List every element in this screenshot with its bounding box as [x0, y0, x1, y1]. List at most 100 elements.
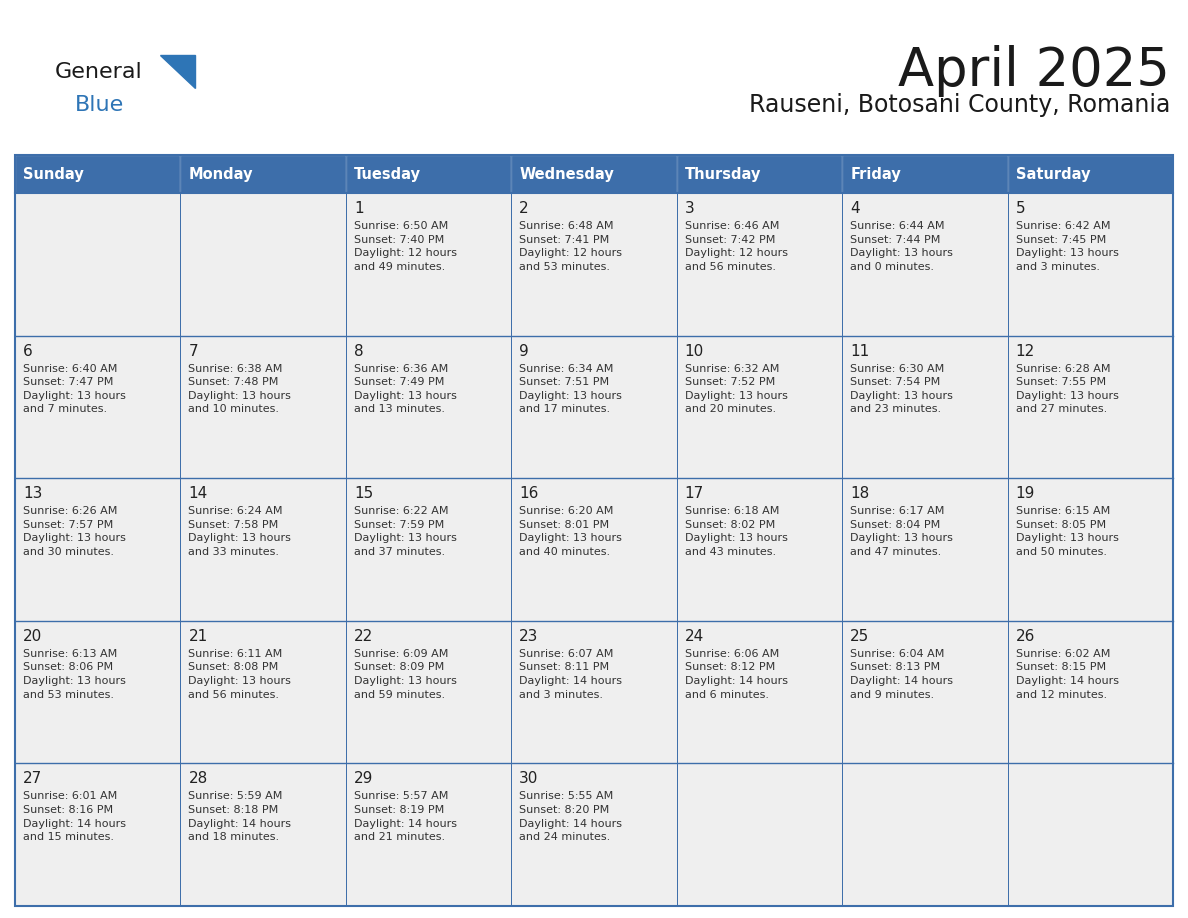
Text: 30: 30	[519, 771, 538, 787]
Text: 23: 23	[519, 629, 538, 644]
Bar	[181, 193, 346, 336]
Bar	[511, 764, 677, 906]
Bar	[15, 478, 181, 621]
Text: 3: 3	[684, 201, 695, 216]
Bar	[15, 155, 1173, 906]
Text: 21: 21	[189, 629, 208, 644]
Bar	[346, 478, 511, 621]
Text: 5: 5	[1016, 201, 1025, 216]
Text: Sunrise: 6:20 AM
Sunset: 8:01 PM
Daylight: 13 hours
and 40 minutes.: Sunrise: 6:20 AM Sunset: 8:01 PM Dayligh…	[519, 506, 623, 557]
Bar	[15, 621, 181, 764]
Bar	[181, 155, 346, 193]
Bar	[15, 155, 181, 193]
Text: Sunrise: 6:02 AM
Sunset: 8:15 PM
Daylight: 14 hours
and 12 minutes.: Sunrise: 6:02 AM Sunset: 8:15 PM Dayligh…	[1016, 649, 1119, 700]
Bar	[677, 193, 842, 336]
Bar	[1007, 336, 1173, 478]
Text: Sunrise: 6:22 AM
Sunset: 7:59 PM
Daylight: 13 hours
and 37 minutes.: Sunrise: 6:22 AM Sunset: 7:59 PM Dayligh…	[354, 506, 456, 557]
Text: Sunrise: 6:40 AM
Sunset: 7:47 PM
Daylight: 13 hours
and 7 minutes.: Sunrise: 6:40 AM Sunset: 7:47 PM Dayligh…	[23, 364, 126, 414]
Bar	[511, 193, 677, 336]
Bar	[842, 193, 1007, 336]
Text: Sunrise: 6:38 AM
Sunset: 7:48 PM
Daylight: 13 hours
and 10 minutes.: Sunrise: 6:38 AM Sunset: 7:48 PM Dayligh…	[189, 364, 291, 414]
Bar	[842, 764, 1007, 906]
Text: Sunrise: 6:36 AM
Sunset: 7:49 PM
Daylight: 13 hours
and 13 minutes.: Sunrise: 6:36 AM Sunset: 7:49 PM Dayligh…	[354, 364, 456, 414]
Text: 16: 16	[519, 487, 538, 501]
Polygon shape	[160, 55, 195, 88]
Text: Sunrise: 6:30 AM
Sunset: 7:54 PM
Daylight: 13 hours
and 23 minutes.: Sunrise: 6:30 AM Sunset: 7:54 PM Dayligh…	[851, 364, 953, 414]
Text: Wednesday: Wednesday	[519, 166, 614, 182]
Bar	[511, 155, 677, 193]
Bar	[677, 764, 842, 906]
Bar	[15, 764, 181, 906]
Text: Sunrise: 6:48 AM
Sunset: 7:41 PM
Daylight: 12 hours
and 53 minutes.: Sunrise: 6:48 AM Sunset: 7:41 PM Dayligh…	[519, 221, 623, 272]
Bar	[1007, 193, 1173, 336]
Bar	[1007, 478, 1173, 621]
Bar	[1007, 155, 1173, 193]
Bar	[677, 621, 842, 764]
Text: Sunrise: 5:57 AM
Sunset: 8:19 PM
Daylight: 14 hours
and 21 minutes.: Sunrise: 5:57 AM Sunset: 8:19 PM Dayligh…	[354, 791, 457, 842]
Bar	[677, 478, 842, 621]
Text: Rauseni, Botosani County, Romania: Rauseni, Botosani County, Romania	[748, 93, 1170, 117]
Text: 14: 14	[189, 487, 208, 501]
Text: Saturday: Saturday	[1016, 166, 1091, 182]
Bar	[511, 336, 677, 478]
Text: 9: 9	[519, 343, 529, 359]
Text: Friday: Friday	[851, 166, 901, 182]
Text: Sunrise: 6:32 AM
Sunset: 7:52 PM
Daylight: 13 hours
and 20 minutes.: Sunrise: 6:32 AM Sunset: 7:52 PM Dayligh…	[684, 364, 788, 414]
Text: Thursday: Thursday	[684, 166, 762, 182]
Text: 28: 28	[189, 771, 208, 787]
Bar	[842, 621, 1007, 764]
Text: Monday: Monday	[189, 166, 253, 182]
Bar	[181, 621, 346, 764]
Text: Sunrise: 6:50 AM
Sunset: 7:40 PM
Daylight: 12 hours
and 49 minutes.: Sunrise: 6:50 AM Sunset: 7:40 PM Dayligh…	[354, 221, 457, 272]
Bar	[842, 336, 1007, 478]
Bar	[511, 621, 677, 764]
Bar	[15, 336, 181, 478]
Text: Sunday: Sunday	[23, 166, 83, 182]
Text: Sunrise: 6:28 AM
Sunset: 7:55 PM
Daylight: 13 hours
and 27 minutes.: Sunrise: 6:28 AM Sunset: 7:55 PM Dayligh…	[1016, 364, 1118, 414]
Text: Sunrise: 6:44 AM
Sunset: 7:44 PM
Daylight: 13 hours
and 0 minutes.: Sunrise: 6:44 AM Sunset: 7:44 PM Dayligh…	[851, 221, 953, 272]
Bar	[511, 478, 677, 621]
Text: 8: 8	[354, 343, 364, 359]
Text: 25: 25	[851, 629, 870, 644]
Bar	[842, 155, 1007, 193]
Text: 13: 13	[23, 487, 43, 501]
Text: Sunrise: 6:13 AM
Sunset: 8:06 PM
Daylight: 13 hours
and 53 minutes.: Sunrise: 6:13 AM Sunset: 8:06 PM Dayligh…	[23, 649, 126, 700]
Text: 27: 27	[23, 771, 43, 787]
Text: Sunrise: 6:17 AM
Sunset: 8:04 PM
Daylight: 13 hours
and 47 minutes.: Sunrise: 6:17 AM Sunset: 8:04 PM Dayligh…	[851, 506, 953, 557]
Bar	[1007, 621, 1173, 764]
Text: 29: 29	[354, 771, 373, 787]
Text: Sunrise: 6:26 AM
Sunset: 7:57 PM
Daylight: 13 hours
and 30 minutes.: Sunrise: 6:26 AM Sunset: 7:57 PM Dayligh…	[23, 506, 126, 557]
Text: Sunrise: 6:46 AM
Sunset: 7:42 PM
Daylight: 12 hours
and 56 minutes.: Sunrise: 6:46 AM Sunset: 7:42 PM Dayligh…	[684, 221, 788, 272]
Text: 17: 17	[684, 487, 704, 501]
Text: Sunrise: 6:42 AM
Sunset: 7:45 PM
Daylight: 13 hours
and 3 minutes.: Sunrise: 6:42 AM Sunset: 7:45 PM Dayligh…	[1016, 221, 1118, 272]
Text: Sunrise: 5:55 AM
Sunset: 8:20 PM
Daylight: 14 hours
and 24 minutes.: Sunrise: 5:55 AM Sunset: 8:20 PM Dayligh…	[519, 791, 623, 842]
Text: 19: 19	[1016, 487, 1035, 501]
Bar	[677, 336, 842, 478]
Text: Sunrise: 6:34 AM
Sunset: 7:51 PM
Daylight: 13 hours
and 17 minutes.: Sunrise: 6:34 AM Sunset: 7:51 PM Dayligh…	[519, 364, 623, 414]
Bar	[15, 193, 181, 336]
Text: 10: 10	[684, 343, 704, 359]
Text: Sunrise: 6:01 AM
Sunset: 8:16 PM
Daylight: 14 hours
and 15 minutes.: Sunrise: 6:01 AM Sunset: 8:16 PM Dayligh…	[23, 791, 126, 842]
Bar	[677, 155, 842, 193]
Text: Sunrise: 6:18 AM
Sunset: 8:02 PM
Daylight: 13 hours
and 43 minutes.: Sunrise: 6:18 AM Sunset: 8:02 PM Dayligh…	[684, 506, 788, 557]
Text: April 2025: April 2025	[898, 45, 1170, 97]
Text: Sunrise: 6:09 AM
Sunset: 8:09 PM
Daylight: 13 hours
and 59 minutes.: Sunrise: 6:09 AM Sunset: 8:09 PM Dayligh…	[354, 649, 456, 700]
Text: 4: 4	[851, 201, 860, 216]
Text: 15: 15	[354, 487, 373, 501]
Bar	[346, 764, 511, 906]
Bar	[842, 478, 1007, 621]
Bar	[181, 764, 346, 906]
Text: 6: 6	[23, 343, 33, 359]
Text: Sunrise: 6:15 AM
Sunset: 8:05 PM
Daylight: 13 hours
and 50 minutes.: Sunrise: 6:15 AM Sunset: 8:05 PM Dayligh…	[1016, 506, 1118, 557]
Bar	[181, 478, 346, 621]
Text: Sunrise: 5:59 AM
Sunset: 8:18 PM
Daylight: 14 hours
and 18 minutes.: Sunrise: 5:59 AM Sunset: 8:18 PM Dayligh…	[189, 791, 291, 842]
Bar	[346, 193, 511, 336]
Bar	[1007, 764, 1173, 906]
Text: 2: 2	[519, 201, 529, 216]
Text: 7: 7	[189, 343, 198, 359]
Text: Sunrise: 6:11 AM
Sunset: 8:08 PM
Daylight: 13 hours
and 56 minutes.: Sunrise: 6:11 AM Sunset: 8:08 PM Dayligh…	[189, 649, 291, 700]
Text: 1: 1	[354, 201, 364, 216]
Text: 22: 22	[354, 629, 373, 644]
Text: 24: 24	[684, 629, 704, 644]
Text: 26: 26	[1016, 629, 1035, 644]
